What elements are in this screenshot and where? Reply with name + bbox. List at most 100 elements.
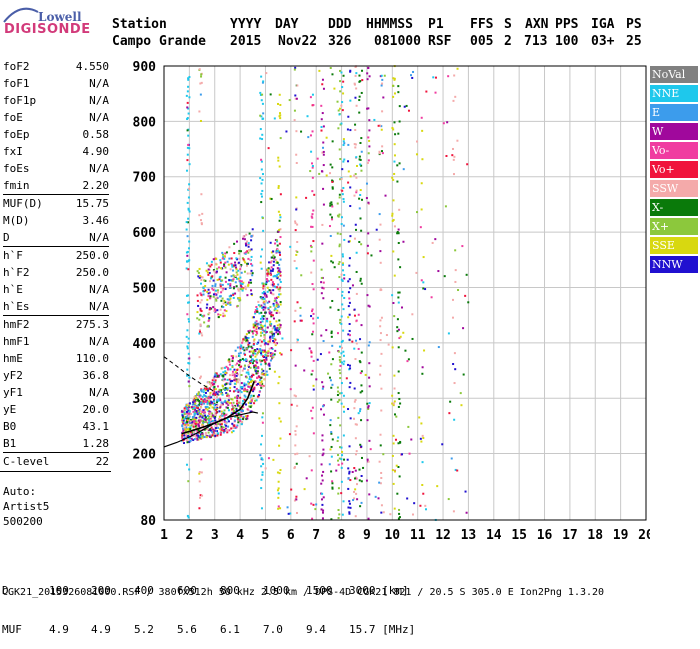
f-trace-point — [192, 425, 195, 428]
scatter-point — [415, 153, 418, 156]
f-trace-point — [259, 296, 262, 299]
f-trace-point — [206, 402, 209, 405]
f-trace-point — [231, 364, 234, 367]
f-trace-point — [250, 399, 253, 402]
f-trace-point — [196, 398, 199, 401]
interference-point — [393, 374, 396, 377]
f-trace-point — [256, 325, 259, 328]
second-hop-point — [246, 244, 249, 247]
f-trace-point — [243, 349, 246, 352]
interference-point — [341, 109, 344, 112]
f-trace-point — [243, 398, 246, 401]
f-trace-point — [277, 333, 280, 336]
scatter-point — [296, 301, 299, 304]
f-trace-point — [255, 333, 258, 336]
f-trace-point — [213, 392, 216, 395]
interference-point — [200, 81, 203, 84]
f-trace-point — [229, 380, 232, 383]
param-value: 20.0 — [82, 403, 110, 416]
second-hop-point — [223, 299, 226, 302]
f-trace-point — [183, 411, 186, 414]
f-trace-point — [229, 402, 232, 405]
legend-item-vo: Vo+ — [650, 161, 698, 178]
interference-point — [358, 80, 361, 83]
param-label: foF2 — [3, 60, 30, 73]
interference-point — [391, 394, 394, 397]
scatter-point — [300, 130, 303, 133]
param-panel-end-rule — [0, 471, 111, 472]
f-trace-point — [191, 423, 194, 426]
second-hop-point — [248, 232, 251, 235]
interference-point — [423, 349, 426, 352]
scatter-point — [434, 238, 437, 241]
interference-point — [259, 379, 262, 382]
param-label: B0 — [3, 420, 17, 433]
interference-point — [186, 313, 189, 316]
f-trace-point — [226, 382, 229, 385]
f-trace-point — [217, 399, 220, 402]
f-trace-point — [258, 348, 261, 351]
interference-point — [312, 288, 315, 291]
second-hop-point — [245, 244, 248, 247]
param-label: fmin — [3, 179, 30, 192]
interference-point — [262, 112, 265, 115]
interference-point — [342, 74, 345, 77]
interference-point — [347, 291, 350, 294]
scatter-point — [389, 513, 392, 516]
f-trace-point — [219, 428, 222, 431]
interference-point — [348, 470, 351, 473]
interference-point — [330, 470, 333, 473]
f-trace-point — [202, 417, 205, 420]
f-trace-point — [279, 301, 282, 304]
interference-point — [379, 433, 382, 436]
f-trace-point — [279, 258, 282, 261]
f-trace-point — [198, 421, 201, 424]
interference-point — [398, 516, 401, 519]
f-trace-point — [234, 371, 237, 374]
f-trace-point — [236, 418, 239, 421]
f-trace-point — [278, 319, 281, 322]
interference-point — [279, 507, 282, 510]
interference-point — [360, 445, 363, 448]
scatter-point — [381, 152, 384, 155]
f-trace-point — [202, 422, 205, 425]
interference-point — [321, 78, 324, 81]
f-trace-point — [222, 371, 225, 374]
f-trace-point — [200, 425, 203, 428]
interference-point — [320, 508, 323, 511]
f-trace-point — [231, 422, 234, 425]
interference-point — [355, 492, 358, 495]
f-trace-point — [220, 415, 223, 418]
interference-point — [340, 402, 343, 405]
interference-point — [353, 174, 356, 177]
interference-point — [187, 352, 190, 355]
f-trace-point — [253, 386, 256, 389]
f-trace-point — [183, 408, 186, 411]
f-trace-point — [247, 382, 250, 385]
interference-point — [379, 332, 382, 335]
f-trace-point — [253, 366, 256, 369]
f-trace-point — [194, 411, 197, 414]
interference-point — [321, 492, 324, 495]
scatter-point — [403, 105, 406, 108]
f-trace-point — [225, 382, 228, 385]
interference-point — [347, 467, 350, 470]
interference-point — [188, 210, 191, 213]
interference-point — [200, 75, 203, 78]
second-hop-point — [250, 248, 253, 251]
interference-point — [260, 386, 263, 389]
interference-point — [348, 338, 351, 341]
f-trace-point — [256, 310, 259, 313]
f-trace-point — [273, 353, 276, 356]
f-trace-point — [210, 420, 213, 423]
scatter-point — [364, 373, 367, 376]
interference-point — [277, 496, 280, 499]
f-trace-point — [260, 340, 263, 343]
interference-point — [310, 409, 313, 412]
scatter-point — [406, 360, 409, 363]
f-trace-point — [240, 414, 243, 417]
f-trace-point — [264, 361, 267, 364]
f-trace-point — [247, 345, 250, 348]
f-trace-point — [199, 409, 202, 412]
interference-point — [260, 158, 263, 161]
